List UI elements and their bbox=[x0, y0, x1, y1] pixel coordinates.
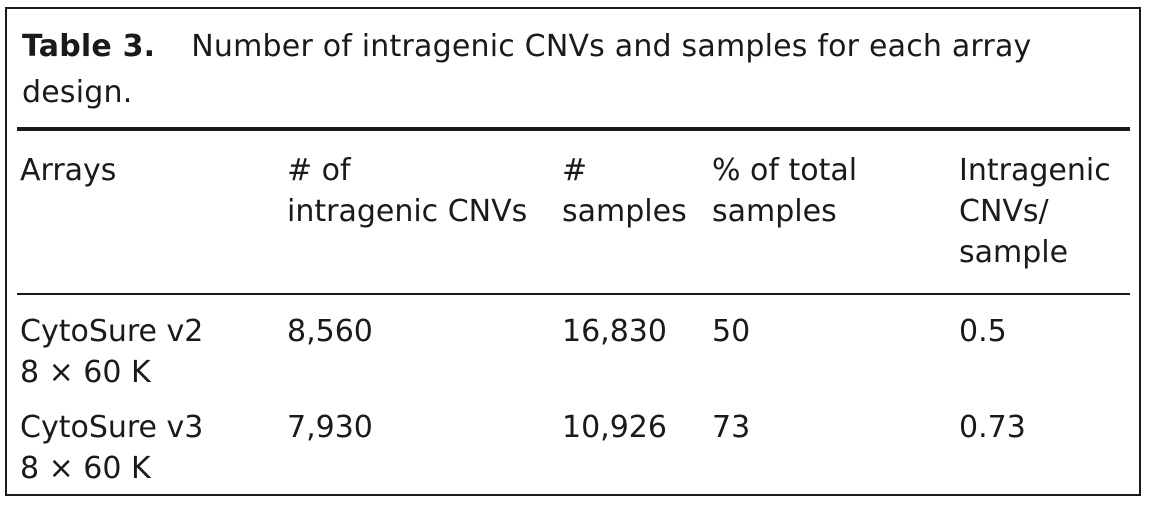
row-1-percent: 50 bbox=[712, 314, 751, 349]
row-2-ratio: 0.73 bbox=[959, 410, 1026, 445]
header-top-rule bbox=[17, 127, 1130, 131]
row-1-array: CytoSure v2 8 × 60 K bbox=[20, 314, 204, 390]
table-label: Table 3. bbox=[22, 29, 156, 64]
row-2-percent: 73 bbox=[712, 410, 751, 445]
row-1-cnvs: 8,560 bbox=[287, 314, 373, 349]
row-2-samples: 10,926 bbox=[562, 410, 667, 445]
row-1-ratio: 0.5 bbox=[959, 314, 1007, 349]
header-intragenic-cnvs: # of intragenic CNVs bbox=[287, 153, 528, 229]
table-caption: Table 3. Number of intragenic CNVs and sa… bbox=[22, 24, 1122, 116]
header-samples: # samples bbox=[562, 153, 687, 229]
header-percent-total: % of total samples bbox=[712, 153, 858, 229]
row-2-cnvs: 7,930 bbox=[287, 410, 373, 445]
caption-text: Number of intragenic CNVs and samples fo… bbox=[22, 29, 1032, 110]
header-bottom-rule bbox=[17, 293, 1130, 295]
row-1-samples: 16,830 bbox=[562, 314, 667, 349]
row-2-array: CytoSure v3 8 × 60 K bbox=[20, 410, 204, 486]
table-frame bbox=[5, 7, 1141, 496]
header-arrays: Arrays bbox=[20, 153, 117, 188]
header-cnvs-per-sample: Intragenic CNVs/ sample bbox=[959, 153, 1111, 270]
